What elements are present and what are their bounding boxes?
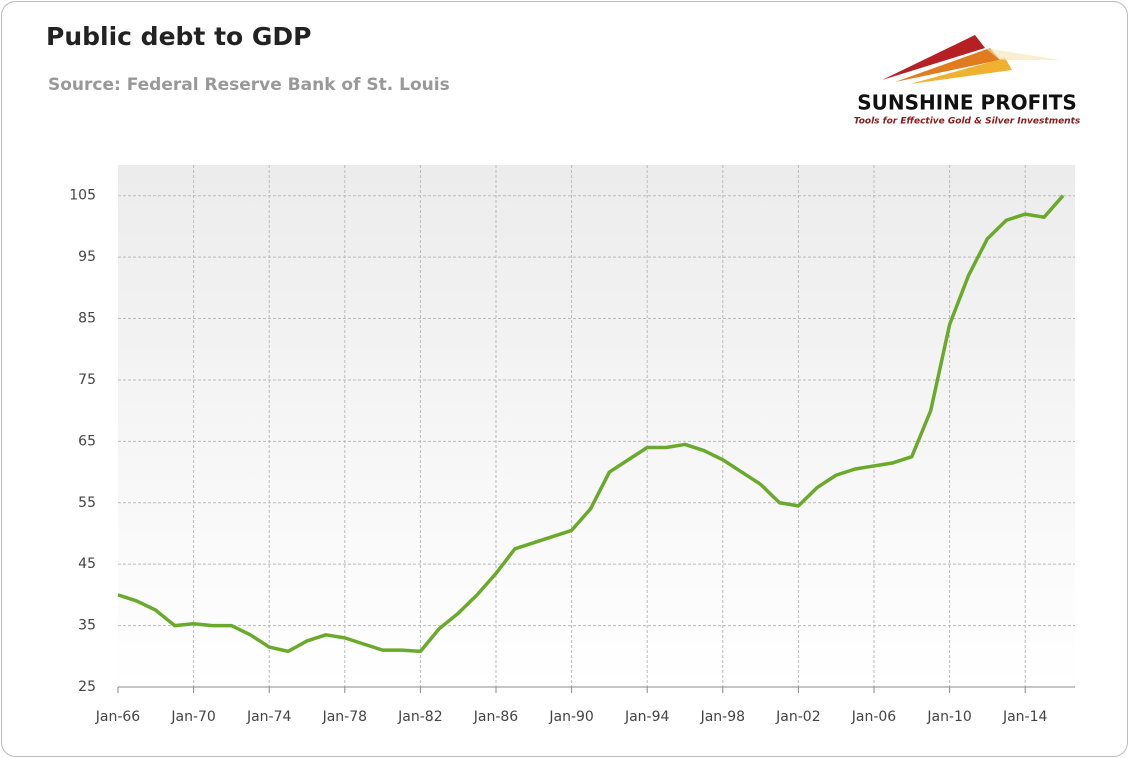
y-tick-label: 105 — [69, 188, 96, 204]
y-tick-label: 75 — [78, 372, 96, 388]
plot-area — [118, 165, 1075, 687]
y-tick-label: 25 — [78, 679, 96, 695]
y-tick-label: 95 — [78, 249, 96, 265]
y-tick-label: 35 — [78, 618, 96, 634]
chart-title: Public debt to GDP — [46, 22, 312, 51]
logo: SUNSHINE PROFITS Tools for Effective Gol… — [854, 35, 1081, 127]
x-tick-label: Jan-06 — [851, 709, 897, 725]
y-tick-label: 85 — [78, 311, 96, 327]
x-tick-label: Jan-10 — [926, 709, 971, 725]
x-tick-label: Jan-70 — [170, 709, 215, 725]
y-tick-label: 55 — [78, 495, 96, 511]
y-tick-label: 65 — [78, 433, 96, 449]
chart-subtitle: Source: Federal Reserve Bank of St. Loui… — [48, 75, 450, 95]
x-tick-label: Jan-98 — [700, 709, 745, 725]
x-tick-label: Jan-14 — [1002, 709, 1048, 725]
x-tick-label: Jan-82 — [397, 709, 442, 725]
x-tick-label: Jan-74 — [246, 709, 292, 725]
logo-name: SUNSHINE PROFITS — [857, 91, 1077, 115]
x-tick-label: Jan-02 — [775, 709, 820, 725]
logo-tagline: Tools for Effective Gold & Silver Invest… — [854, 117, 1081, 127]
x-tick-label: Jan-90 — [548, 709, 593, 725]
y-tick-label: 45 — [78, 556, 96, 572]
x-tick-label: Jan-94 — [624, 709, 670, 725]
x-tick-label: Jan-86 — [473, 709, 519, 725]
x-tick-label: Jan-78 — [322, 709, 367, 725]
x-tick-label: Jan-66 — [95, 709, 141, 725]
series-line — [117, 194, 1065, 654]
